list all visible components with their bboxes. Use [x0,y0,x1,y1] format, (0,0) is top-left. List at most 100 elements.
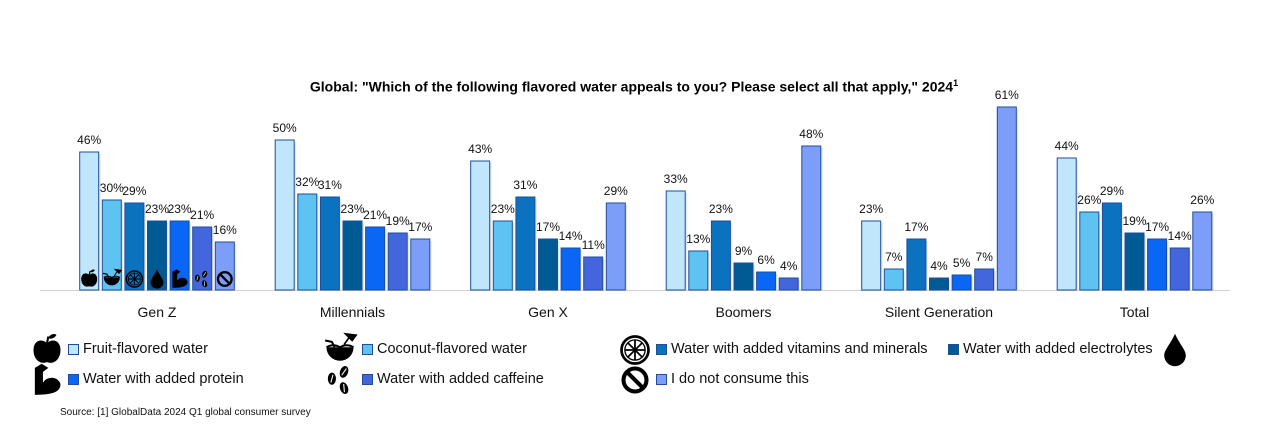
coconut-icon [324,332,358,361]
bar [929,277,949,291]
data-label: 4% [780,259,798,273]
data-label: 6% [757,253,775,267]
citrus-wheel-icon [125,270,144,288]
data-label: 23% [491,202,515,216]
prohibited-icon [621,366,649,394]
bar [319,196,340,291]
data-label: 13% [686,232,710,246]
legend-item: Water with added caffeine [362,371,544,387]
data-label: 43% [468,142,492,156]
bar [1192,211,1213,291]
bar [665,190,686,291]
bar [1101,202,1122,291]
coffee-beans-icon [195,270,208,288]
data-label: 26% [1190,193,1214,207]
chart-title: Global: "Which of the following flavored… [0,78,1268,95]
bar [515,196,536,291]
citrus-wheel-icon [620,335,650,365]
coconut-icon [102,268,123,286]
bar [883,268,904,291]
category-label: Gen Z [138,304,177,320]
bar [124,202,145,291]
data-label: 50% [273,121,297,135]
bar [583,256,604,291]
data-label: 11% [582,238,605,252]
bar [710,220,731,291]
data-label: 7% [976,250,994,264]
data-label: 4% [930,259,948,273]
category-group: 50% 32%31% 23%21%19%17% Millennials [273,121,433,320]
bar [951,274,972,291]
category-label: Boomers [715,304,771,320]
bar [906,238,927,291]
muscle-arm-icon [172,269,188,288]
legend-swatch [68,343,79,355]
legend-item: Water with added vitamins and minerals [656,341,928,357]
data-label: 23% [859,202,883,216]
category-label: Total [1120,304,1150,320]
coffee-beans-icon [327,366,349,394]
bar [756,271,777,291]
data-label: 17% [904,220,928,234]
data-label: 33% [664,172,688,186]
data-label: 32% [295,175,319,189]
bar [214,241,235,291]
bar [801,145,822,291]
category-group: 43% 23% 31% 17%14%11% 29% Gen X [468,142,628,320]
data-label: 7% [885,250,903,264]
legend-label: Coconut-flavored water [377,341,527,357]
data-label: 61% [995,88,1019,102]
bar [79,151,100,291]
legend-label: Water with added protein [83,371,244,387]
water-drop-icon [150,269,164,289]
legend-swatch [656,373,667,385]
bar [733,262,754,291]
data-label: 5% [953,256,971,270]
data-label: 29% [1100,184,1124,198]
bar [974,268,995,291]
data-label: 29% [122,184,146,198]
data-label: 48% [799,127,823,141]
legend-item: Coconut-flavored water [362,341,527,357]
data-label: 21% [190,208,214,222]
bar [1147,238,1168,291]
bar [342,220,363,291]
bar [605,202,626,291]
legend-item: Fruit-flavored water [68,341,208,357]
data-label: 23% [145,202,169,216]
legend-label: I do not consume this [671,371,809,387]
legend-item: I do not consume this [656,371,809,387]
data-label: 17% [1145,220,1169,234]
bar [1079,211,1100,291]
muscle-arm-icon [34,363,61,395]
data-label: 19% [386,214,410,228]
legend-swatch [362,343,373,355]
legend-swatch [68,373,79,385]
data-label: 31% [513,178,537,192]
bar [101,199,122,291]
data-label: 23% [168,202,192,216]
legend-swatch [656,343,667,355]
data-label: 31% [318,178,342,192]
bar [1056,157,1077,291]
footnote-marker: 1 [953,78,959,88]
data-label: 26% [1077,193,1101,207]
bar [861,220,882,291]
bar [492,220,513,291]
bar [410,238,431,291]
legend-label: Water with added caffeine [377,371,544,387]
legend-swatch [948,343,959,355]
bar [147,220,167,291]
data-label: 17% [408,220,432,234]
bar [470,160,491,291]
bar [274,139,295,291]
bar [996,106,1017,291]
category-label: Gen X [528,304,568,320]
data-label: 30% [100,181,124,195]
bar [1169,247,1190,291]
apple-icon [81,269,98,287]
chart-title-text: Global: "Which of the following flavored… [309,78,954,95]
data-label: 9% [735,244,753,258]
data-label: 44% [1055,139,1079,153]
data-label: 29% [604,184,628,198]
